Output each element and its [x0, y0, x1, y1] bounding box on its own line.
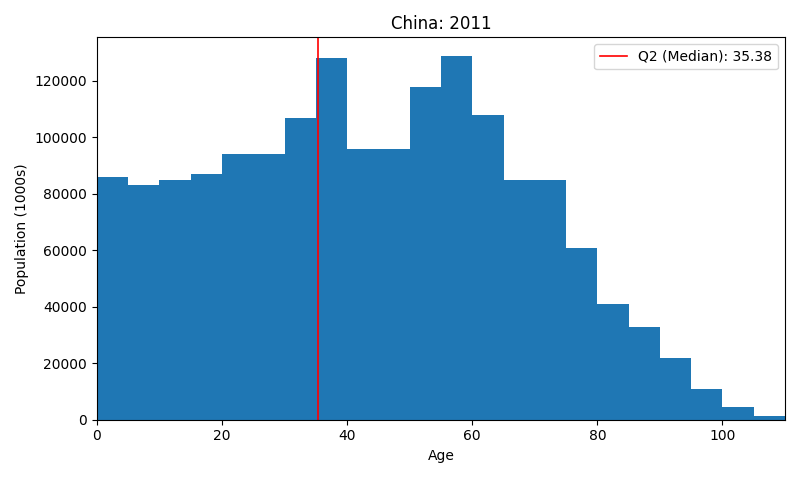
Title: China: 2011: China: 2011: [390, 15, 491, 33]
Bar: [159, 180, 190, 420]
Bar: [190, 174, 222, 420]
Bar: [347, 149, 378, 420]
Bar: [660, 358, 691, 420]
Bar: [691, 389, 722, 420]
Bar: [598, 304, 629, 420]
Bar: [378, 149, 410, 420]
Bar: [254, 154, 285, 420]
Bar: [285, 118, 316, 420]
Bar: [722, 407, 754, 420]
Bar: [97, 177, 128, 420]
Bar: [503, 180, 534, 420]
Bar: [754, 416, 785, 420]
Q2 (Median): 35.38: (35.4, 0): 35.38: (35.4, 0): [314, 417, 323, 423]
X-axis label: Age: Age: [427, 449, 454, 463]
Bar: [534, 180, 566, 420]
Bar: [472, 115, 503, 420]
Q2 (Median): 35.38: (35.4, 1): 35.38: (35.4, 1): [314, 417, 323, 423]
Bar: [316, 58, 347, 420]
Legend: Q2 (Median): 35.38: Q2 (Median): 35.38: [594, 44, 778, 69]
Bar: [441, 55, 472, 420]
Bar: [128, 185, 159, 420]
Bar: [222, 154, 254, 420]
Bar: [410, 87, 441, 420]
Bar: [566, 248, 598, 420]
Bar: [629, 326, 660, 420]
Y-axis label: Population (1000s): Population (1000s): [15, 163, 29, 294]
